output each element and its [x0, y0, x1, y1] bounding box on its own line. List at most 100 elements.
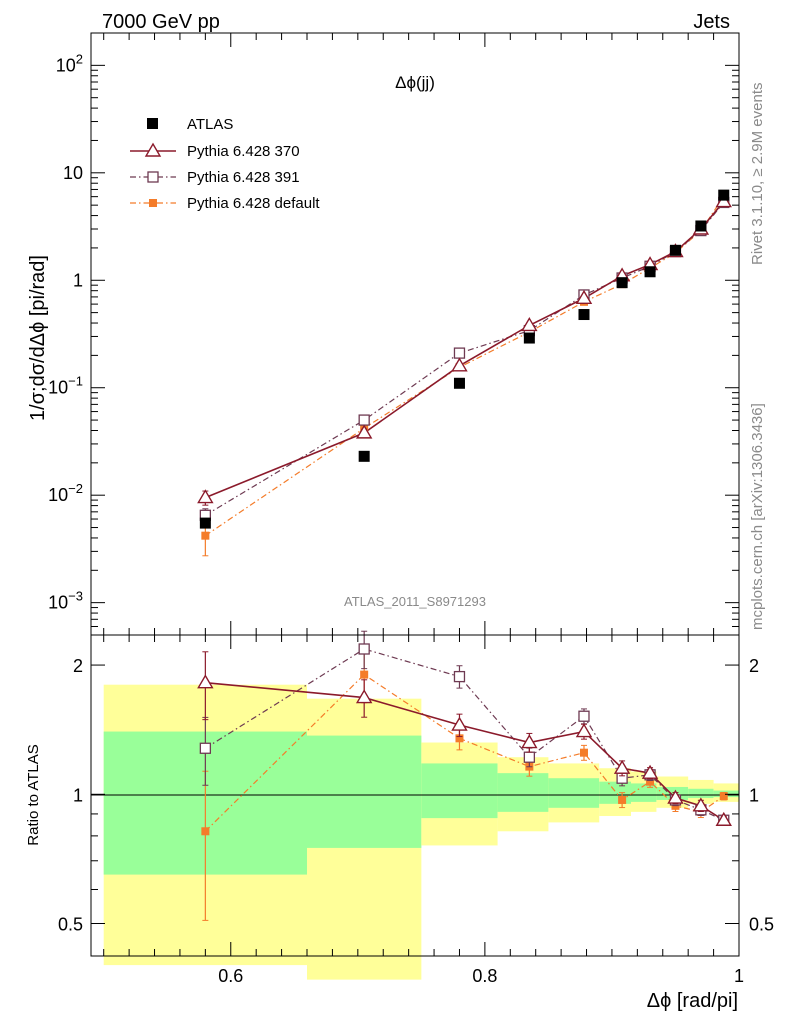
main-series-markers — [197, 189, 732, 557]
ratio-point-p370 — [197, 674, 214, 689]
ratio-y-tick-label-right: 2 — [749, 656, 759, 676]
ratio-uncertainty-bands — [103, 684, 739, 980]
ratio-point-p370 — [667, 789, 684, 804]
point-p370 — [197, 489, 214, 504]
ratio-y-tick-label-right: 0.5 — [749, 914, 774, 934]
ratio-point-p391 — [523, 751, 536, 763]
legend-pdef-marker — [149, 199, 157, 207]
legend: ATLAS Pythia 6.428 370 Pythia 6.428 391 … — [130, 116, 320, 212]
ratio-y-tick-label: 0.5 — [58, 914, 83, 934]
point-p370 — [451, 357, 468, 372]
point-atlas — [578, 309, 590, 321]
ratio-point-p370 — [575, 723, 593, 738]
legend-entry-p370: Pythia 6.428 370 — [130, 142, 300, 160]
header-energy-label: 7000 GeV pp — [102, 11, 220, 33]
main-y-tick-label: 10 — [63, 163, 83, 183]
ratio-y-tick-label-right: 1 — [749, 785, 759, 805]
ratio-point-p391 — [358, 643, 370, 655]
point-pdef — [201, 531, 210, 540]
ratio-point-p391 — [199, 742, 212, 754]
ratio-series-line-p391 — [205, 648, 725, 821]
point-p370 — [521, 317, 538, 332]
legend-p370-marker — [144, 142, 162, 157]
ratio-plot-panel: 0.5 0.5 1 1 2 2 0.6 0.8 1 Ratio to ATLAS Δϕ [rad… — [25, 630, 774, 1012]
x-tick-label: 0.8 — [472, 966, 497, 986]
ratio-point-p370 — [451, 716, 468, 731]
ratio-point-p391 — [453, 670, 466, 683]
header-process-label: Jets — [693, 11, 730, 33]
ratio-series-lines — [204, 648, 725, 832]
point-p370 — [355, 424, 373, 439]
ratio-point-p370 — [715, 811, 732, 826]
ratio-band-inner — [497, 773, 549, 812]
point-atlas — [523, 332, 535, 344]
x-tick-label: 1 — [734, 966, 744, 986]
point-p391 — [358, 414, 370, 426]
ratio-point-p370 — [641, 764, 659, 779]
legend-p370-label: Pythia 6.428 370 — [187, 143, 300, 160]
plot-title: Δϕ(jj) — [395, 73, 435, 92]
ratio-point-p370 — [355, 689, 373, 704]
legend-entry-pdef: Pythia 6.428 default — [130, 195, 320, 212]
point-atlas — [199, 517, 211, 529]
point-p370 — [575, 289, 593, 304]
main-plot-panel: 10−3 10−2 10−1 1 10 102 1/σ;dσ/dΔϕ [pi/rad] Δ… — [27, 32, 740, 636]
ratio-axes: 0.5 0.5 1 1 2 2 0.6 0.8 1 — [58, 635, 774, 986]
ratio-point-pdef — [360, 670, 369, 679]
legend-pdef-label: Pythia 6.428 default — [187, 195, 320, 212]
point-p391 — [453, 347, 466, 359]
ratio-band-inner — [307, 735, 422, 848]
main-series-lines — [205, 196, 725, 537]
legend-entry-atlas: ATLAS — [147, 116, 233, 133]
main-y-axis: 10−3 10−2 10−1 1 10 102 — [48, 32, 740, 636]
ratio-series-markers — [197, 630, 732, 921]
series-line-p370 — [205, 201, 725, 499]
ratio-series-line-pdef — [204, 673, 725, 832]
ratio-point-pdef — [455, 734, 464, 743]
ratio-point-p391 — [578, 710, 590, 722]
ratio-band-inner — [631, 783, 657, 802]
x-tick-label: 0.6 — [218, 966, 243, 986]
ratio-point-p370 — [613, 759, 631, 774]
point-atlas — [358, 450, 370, 462]
main-y-axis-title: 1/σ;dσ/dΔϕ [pi/rad] — [27, 255, 49, 421]
ratio-y-tick-label: 1 — [73, 785, 83, 805]
x-axis-title: Δϕ [rad/pi] — [647, 990, 738, 1012]
ratio-band-inner — [688, 788, 714, 799]
main-y-tick-label: 1 — [73, 270, 83, 290]
legend-p391-marker — [147, 171, 159, 183]
analysis-watermark: ATLAS_2011_S8971293 — [344, 594, 486, 609]
legend-atlas-label: ATLAS — [187, 116, 233, 133]
ratio-point-pdef — [646, 777, 655, 786]
ratio-point-p370 — [521, 734, 538, 749]
main-y-tick-label: 10−2 — [48, 481, 83, 505]
ratio-band-inner — [599, 781, 631, 804]
point-atlas — [453, 377, 465, 389]
point-atlas — [669, 244, 681, 256]
ratio-y-tick-label: 2 — [73, 656, 83, 676]
series-line-p391 — [205, 202, 725, 516]
ratio-point-pdef — [579, 748, 588, 757]
point-atlas — [718, 189, 730, 201]
point-atlas — [616, 277, 628, 289]
main-y-tick-label: 10−3 — [48, 589, 83, 613]
ratio-point-pdef — [201, 827, 210, 836]
mcplots-info-label: mcplots.cern.ch [arXiv:1306.3436] — [749, 403, 766, 630]
point-atlas — [695, 220, 707, 232]
ratio-y-axis-title: Ratio to ATLAS — [25, 744, 42, 845]
main-y-tick-label: 10−1 — [48, 374, 83, 398]
legend-atlas-marker — [147, 118, 158, 129]
legend-entry-p391: Pythia 6.428 391 — [130, 169, 300, 186]
main-y-tick-label: 102 — [56, 51, 83, 75]
ratio-point-pdef — [618, 795, 627, 804]
point-atlas — [644, 266, 656, 278]
ratio-point-pdef — [719, 792, 728, 801]
ratio-band-inner — [421, 763, 498, 819]
ratio-plot-frame — [90, 634, 740, 957]
ratio-band-inner — [548, 778, 600, 808]
rivet-info-label: Rivet 3.1.10, ≥ 2.9M events — [749, 83, 766, 266]
ratio-series-line-p370 — [205, 681, 725, 821]
ratio-point-p370 — [692, 797, 710, 812]
series-line-pdef — [205, 196, 725, 537]
